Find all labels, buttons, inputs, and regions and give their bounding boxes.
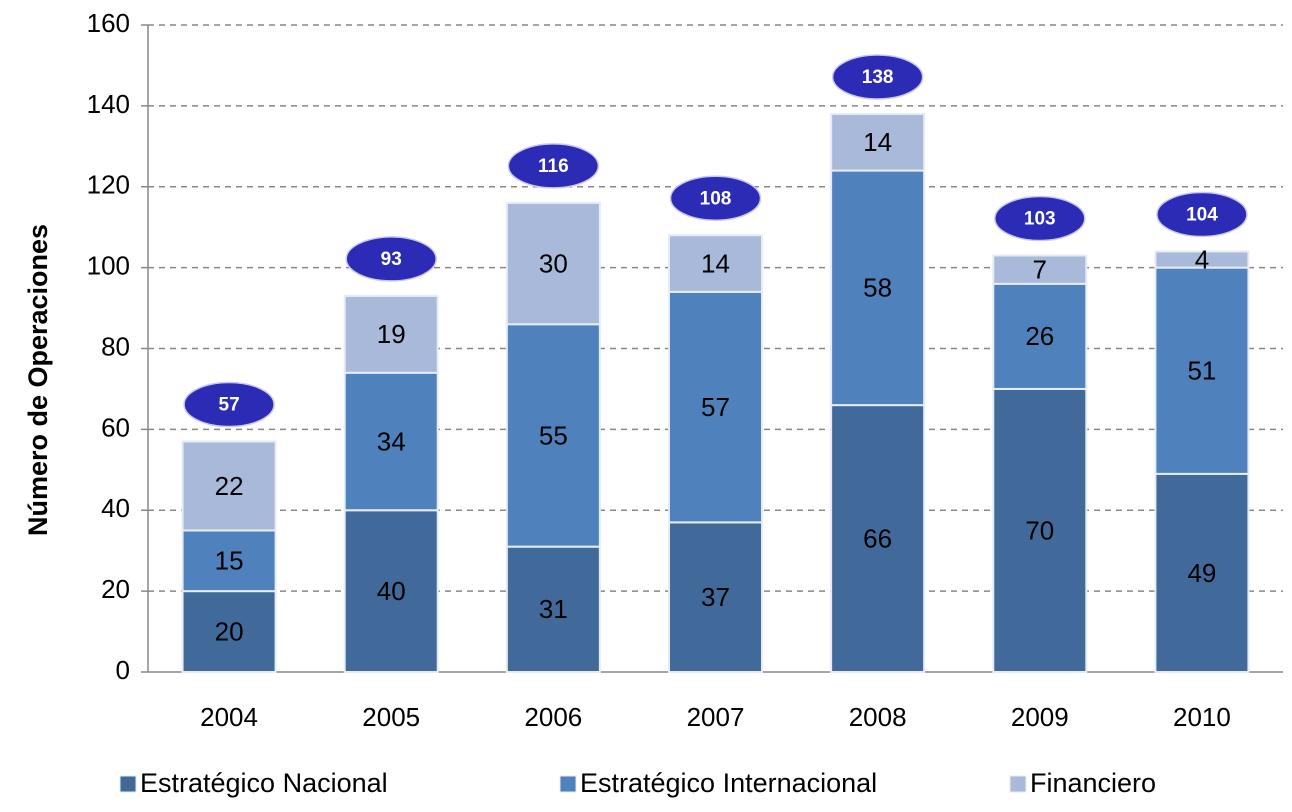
total-label: 116	[538, 156, 569, 177]
data-label: 51	[1187, 356, 1216, 386]
data-label: 19	[377, 319, 406, 349]
total-badge	[345, 236, 437, 282]
bar-segment	[1154, 250, 1250, 269]
x-tick-label: 2008	[849, 702, 907, 732]
y-tick-label: 60	[101, 412, 130, 442]
data-label: 66	[863, 523, 892, 553]
data-label: 55	[539, 420, 568, 450]
x-tick-label: 2005	[362, 702, 420, 732]
total-badge	[183, 381, 275, 428]
y-tick-label: 120	[87, 170, 130, 200]
bar-segment	[505, 545, 601, 673]
y-axis-title: Número de Operaciones	[23, 224, 53, 536]
total-badge	[669, 175, 762, 222]
y-tick-label: 140	[87, 89, 130, 119]
data-label: 26	[1025, 321, 1054, 351]
y-tick-label: 40	[101, 493, 130, 523]
legend-swatch	[559, 775, 577, 793]
bar-segment	[505, 323, 601, 548]
legend-swatch	[1009, 775, 1027, 793]
total-label: 103	[1024, 209, 1056, 230]
data-label: 40	[377, 576, 406, 606]
bar-segment	[1154, 266, 1250, 475]
legend-label: Financiero	[1030, 768, 1156, 798]
y-tick-label: 160	[87, 8, 130, 38]
bar-segment	[668, 234, 763, 293]
data-label: 70	[1025, 515, 1054, 545]
data-label: 14	[863, 127, 892, 157]
data-label: 22	[215, 471, 244, 501]
data-label: 30	[539, 248, 568, 278]
total-label: 138	[862, 67, 894, 88]
y-tick-label: 80	[101, 331, 130, 361]
total-badge	[507, 143, 600, 189]
total-label: 93	[381, 249, 402, 270]
x-tick-label: 2010	[1173, 702, 1231, 732]
bar-segment	[505, 201, 601, 326]
x-tick-label: 2009	[1011, 702, 1069, 732]
y-tick-label: 20	[101, 574, 130, 604]
data-label: 57	[701, 392, 730, 422]
y-tick-label: 0	[116, 655, 130, 685]
x-tick-label: 2004	[200, 702, 258, 732]
bar-segment	[830, 112, 926, 172]
data-label: 7	[1033, 255, 1047, 285]
data-label: 31	[539, 594, 568, 624]
bar-segment	[668, 290, 763, 524]
total-label: 108	[700, 188, 732, 209]
total-badge	[1156, 191, 1248, 238]
data-label: 34	[377, 426, 406, 456]
bar-segment	[830, 404, 926, 673]
bar-segment	[830, 169, 926, 407]
legend-label: Estratégico Internacional	[580, 768, 877, 798]
bar-segment	[668, 521, 763, 673]
bar-segment	[992, 254, 1088, 285]
total-label: 57	[219, 395, 240, 416]
data-label: 58	[863, 273, 892, 303]
x-tick-label: 2007	[687, 702, 745, 732]
total-label: 104	[1186, 204, 1218, 225]
data-label: 37	[701, 582, 730, 612]
data-label: 14	[701, 248, 730, 278]
total-badge	[994, 195, 1086, 242]
legend-swatch	[119, 775, 137, 793]
legend-label: Estratégico Nacional	[140, 768, 388, 798]
x-tick-label: 2006	[524, 702, 582, 732]
bar-segment	[992, 387, 1088, 673]
data-label: 15	[215, 546, 244, 576]
bar-segment	[343, 294, 439, 374]
data-label: 49	[1187, 558, 1216, 588]
bar-segment	[181, 440, 277, 532]
data-label: 20	[215, 616, 244, 646]
total-badge	[831, 54, 924, 100]
data-label: 4	[1195, 244, 1209, 274]
bar-segment	[992, 282, 1088, 390]
y-tick-label: 100	[87, 251, 130, 281]
